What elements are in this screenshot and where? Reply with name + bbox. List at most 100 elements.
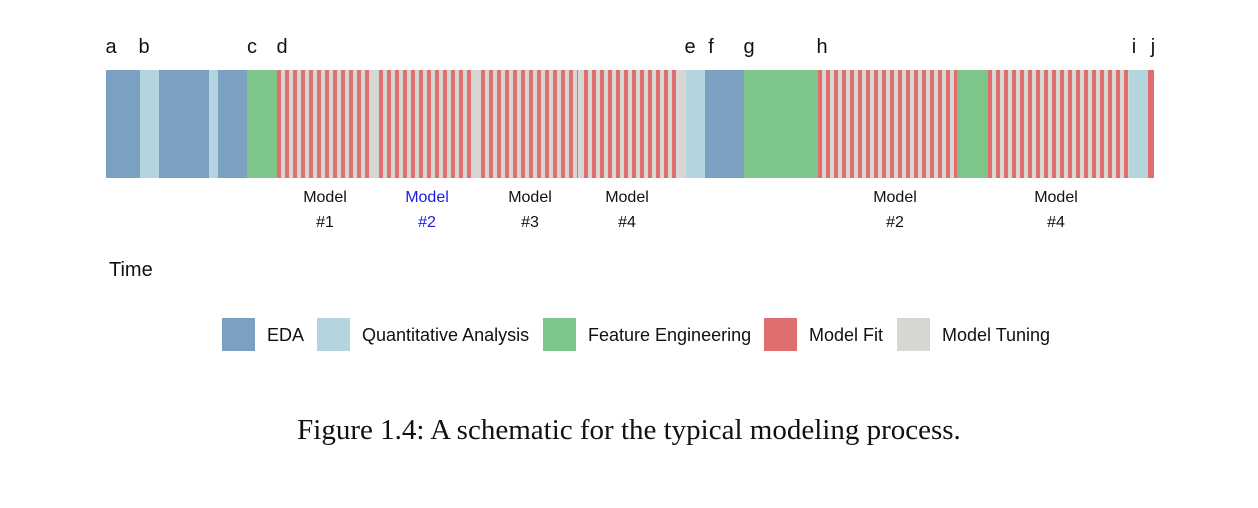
model-fit-stripe (467, 70, 471, 178)
model-fit-stripe (1084, 70, 1088, 178)
model-fit-stripe (946, 70, 950, 178)
model-fit-stripe (545, 70, 549, 178)
model-fit-stripe (874, 70, 878, 178)
eda-segment (106, 70, 140, 178)
model-fit-stripe (608, 70, 612, 178)
time-axis-label: Time (109, 259, 153, 281)
model-tuning-segment (988, 70, 1129, 178)
model-fit-stripe (521, 70, 525, 178)
model-fit-stripe (379, 70, 383, 178)
model-label-number: #1 (316, 214, 334, 231)
model-fit-stripe (497, 70, 501, 178)
model-fit-stripe (1004, 70, 1008, 178)
model-label-name: Model (605, 189, 649, 206)
model-fit-stripe (1076, 70, 1080, 178)
model-fit-stripe (648, 70, 652, 178)
model-label-number: #2 (886, 214, 904, 231)
model-fit-stripe (1012, 70, 1016, 178)
event-label-b: b (138, 36, 149, 58)
model-tuning-segment (584, 70, 676, 178)
model-fit-stripe (858, 70, 862, 178)
model-fit-stripe (443, 70, 447, 178)
model-fit-stripe (387, 70, 391, 178)
model-fit-stripe (600, 70, 604, 178)
model-fit-stripe (842, 70, 846, 178)
legend-swatch-feature-engineering (543, 318, 576, 351)
model-fit-stripe (938, 70, 942, 178)
model-labels: Model #1 Model #2 Model #3 Model #4 Model #2 Model… (303, 189, 1078, 231)
legend: EDA Quantitative Analysis Feature Engineer… (222, 318, 1050, 351)
legend-swatch-model-fit (764, 318, 797, 351)
model-fit-stripe (640, 70, 644, 178)
model-fit-stripe (1068, 70, 1072, 178)
model-fit-stripe (930, 70, 934, 178)
model-fit-stripe (285, 70, 289, 178)
model-tuning-segment (578, 70, 584, 178)
model-fit-stripe (505, 70, 509, 178)
model-fit-stripe (826, 70, 830, 178)
legend-label-feature-engineering: Feature Engineering (588, 325, 751, 345)
event-label-c: c (247, 36, 257, 58)
model-fit-stripe (1060, 70, 1064, 178)
quantitative-analysis-segment (1129, 70, 1148, 178)
model-fit-stripe (1028, 70, 1032, 178)
model-fit-stripe (632, 70, 636, 178)
model-fit-stripe (1092, 70, 1096, 178)
model-fit-stripe (403, 70, 407, 178)
model-fit-stripe (988, 70, 992, 178)
event-label-h: h (816, 36, 827, 58)
eda-segment (705, 70, 744, 178)
model-label-name: Model (873, 189, 917, 206)
model-fit-stripe (1020, 70, 1024, 178)
model-label-number: #3 (521, 214, 539, 231)
model-fit-stripe (489, 70, 493, 178)
model-label-number: #4 (1047, 214, 1065, 231)
model-label-name: Model (508, 189, 552, 206)
model-fit-stripe (333, 70, 337, 178)
model-fit-stripe (906, 70, 910, 178)
model-fit-stripe (954, 70, 957, 178)
model-fit-stripe (656, 70, 660, 178)
model-fit-stripe (996, 70, 1000, 178)
model-fit-segment (1148, 70, 1154, 178)
model-fit-stripe (293, 70, 297, 178)
legend-swatch-model-tuning (897, 318, 930, 351)
feature-engineering-segment (247, 70, 277, 178)
model-fit-stripe (569, 70, 573, 178)
model-fit-stripe (898, 70, 902, 178)
model-fit-stripe (435, 70, 439, 178)
legend-label-model-tuning: Model Tuning (942, 325, 1050, 345)
model-fit-stripe (664, 70, 668, 178)
model-fit-stripe (1116, 70, 1120, 178)
legend-label-quantitative-analysis: Quantitative Analysis (362, 325, 529, 345)
event-label-a: a (105, 36, 117, 58)
model-fit-stripe (419, 70, 423, 178)
model-fit-stripe (513, 70, 517, 178)
model-fit-stripe (553, 70, 557, 178)
model-fit-stripe (451, 70, 455, 178)
model-fit-stripe (1036, 70, 1040, 178)
model-fit-stripe (301, 70, 305, 178)
model-tuning-segment (818, 70, 957, 178)
model-fit-stripe (592, 70, 596, 178)
model-fit-stripe (866, 70, 870, 178)
model-fit-stripe (365, 70, 369, 178)
model-fit-stripe (341, 70, 345, 178)
event-label-d: d (276, 36, 287, 58)
model-fit-stripe (481, 70, 485, 178)
model-fit-stripe (1124, 70, 1128, 178)
model-fit-stripe (672, 70, 676, 178)
model-tuning-segment (676, 70, 686, 178)
model-fit-stripe (834, 70, 838, 178)
quantitative-analysis-segment (686, 70, 705, 178)
model-fit-stripe (914, 70, 918, 178)
model-fit-stripe (395, 70, 399, 178)
model-fit-stripe (349, 70, 353, 178)
model-fit-stripe (537, 70, 541, 178)
feature-engineering-segment (744, 70, 818, 178)
model-fit-stripe (357, 70, 361, 178)
model-fit-stripe (1108, 70, 1112, 178)
event-label-j: j (1150, 36, 1155, 58)
model-fit-stripe (818, 70, 822, 178)
